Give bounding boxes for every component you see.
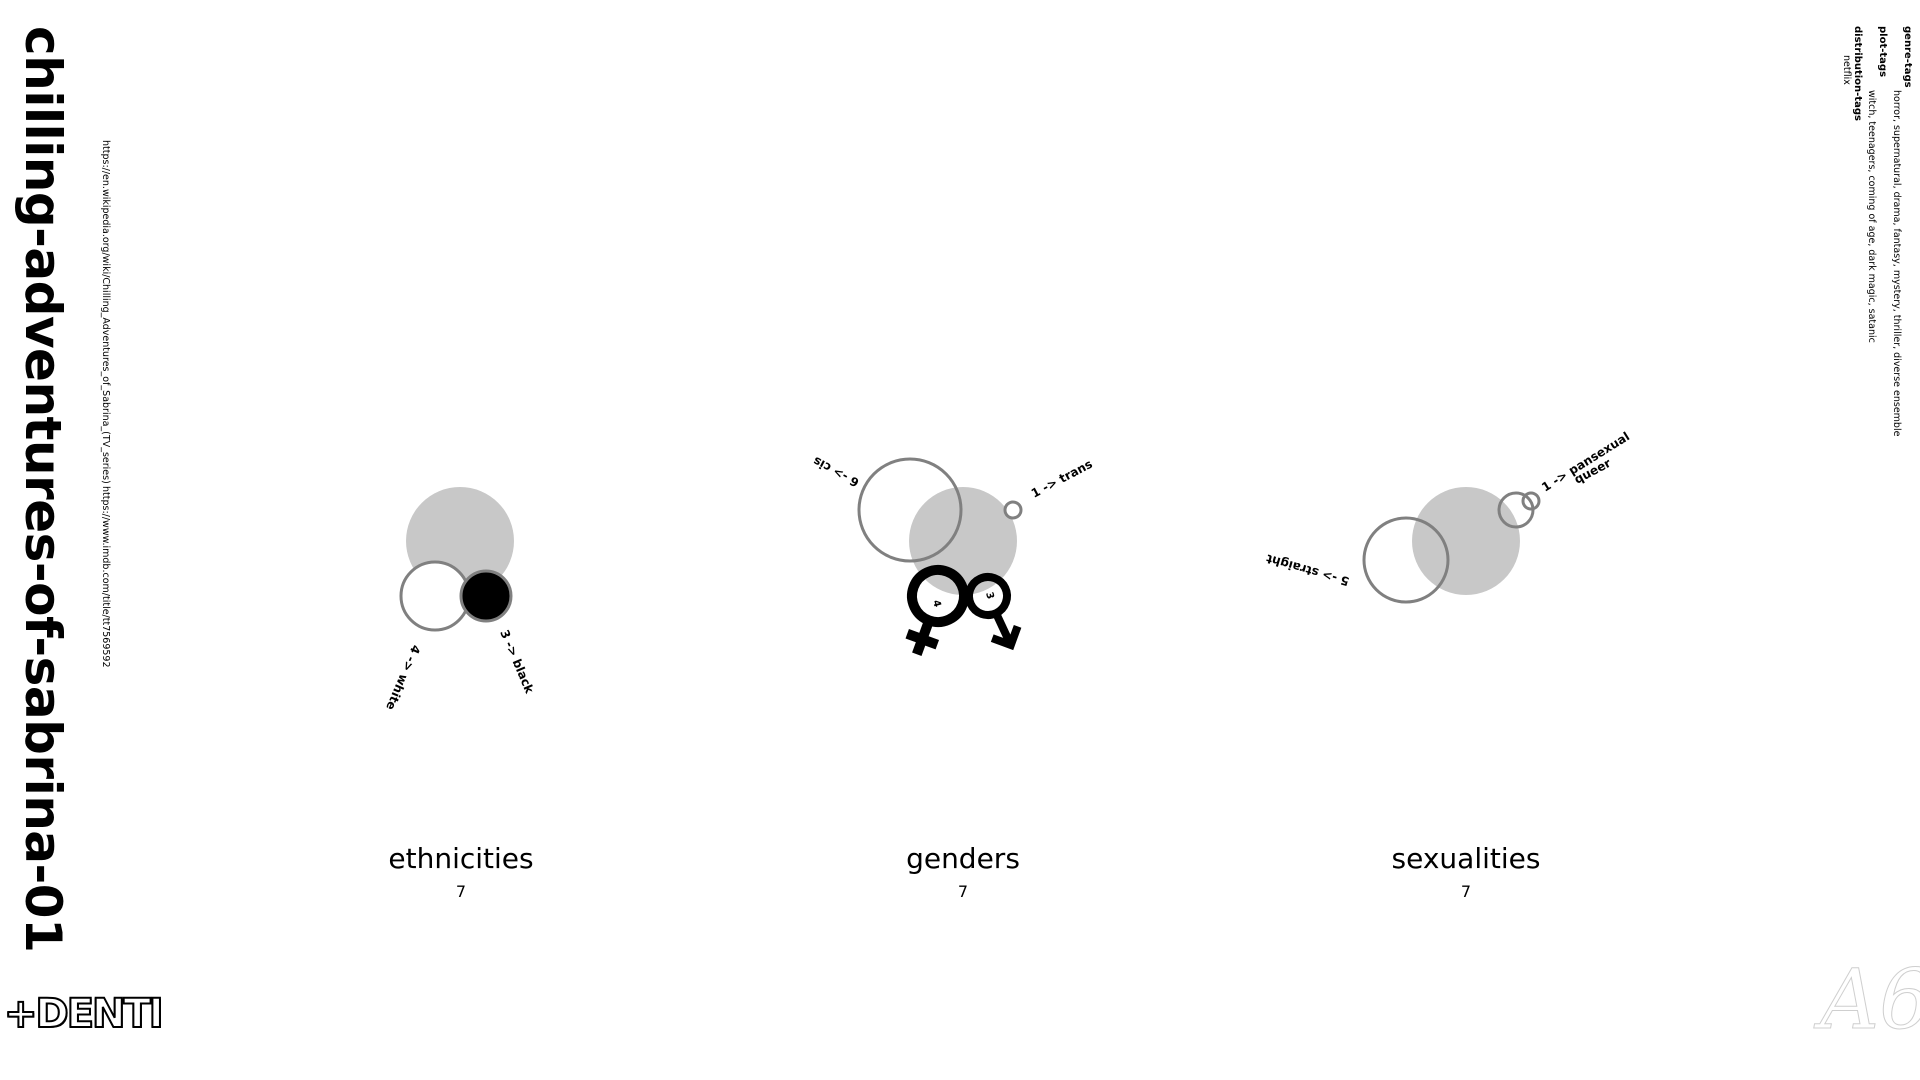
ethnicities-count: 7 <box>455 882 467 901</box>
wikipedia-link[interactable]: https://en.wikipedia.org/wiki/Chilling_A… <box>100 140 111 484</box>
sexualities-panel: sexualities 7 <box>1316 842 1616 901</box>
imdb-link[interactable]: https://www.imdb.com/title/tt7569592 <box>100 485 111 668</box>
page-title: chilling-adventures-of-sabrina-01 <box>14 26 72 953</box>
trans-circle <box>1003 500 1023 520</box>
genders-panel: genders 7 <box>813 842 1113 901</box>
distribution-tags-name: distribution-tags <box>1852 26 1863 121</box>
distribution-tags: distribution-tags netflix <box>1841 26 1863 121</box>
trans-label: 1 -> trans <box>1029 457 1095 501</box>
sexualities-label: sexualities <box>1391 842 1541 875</box>
white-label: 4 -> white <box>383 643 423 712</box>
plot-tags-values: witch, teenagers, coming of age, dark ma… <box>1866 90 1877 343</box>
sexualities-total-circle <box>1412 487 1520 595</box>
sexualities-diagram: 5 -> straight 1 -> pansexual queer <box>1264 429 1632 604</box>
black-circle <box>459 569 513 623</box>
source-links: https://en.wikipedia.org/wiki/Chilling_A… <box>97 140 113 667</box>
denti-logo: +DENTI <box>3 991 165 1037</box>
ethnicities-panel: ethnicities 7 <box>311 842 611 901</box>
white-circle <box>399 560 471 632</box>
genre-tags: genre-tags horror, supernatural, drama, … <box>1891 26 1913 436</box>
ethnicities-label: ethnicities <box>388 842 534 875</box>
genders-count: 7 <box>957 882 969 901</box>
distribution-tags-values: netflix <box>1841 55 1852 85</box>
queer-circle <box>1521 491 1541 511</box>
ethnicities-diagram: 4 -> white 3 -> black <box>383 487 537 712</box>
straight-label: 5 -> straight <box>1264 551 1350 588</box>
female-symbol <box>905 565 969 656</box>
male-count-label: 3 <box>983 591 995 601</box>
pansexual-label: 1 -> pansexual <box>1539 429 1632 494</box>
female-count-label: 4 <box>930 599 942 609</box>
genre-tags-values: horror, supernatural, drama, fantasy, my… <box>1891 90 1902 437</box>
male-symbol <box>965 573 1022 651</box>
straight-circle <box>1362 516 1450 604</box>
genders-label: genders <box>906 842 1020 875</box>
cis-circle <box>857 457 963 563</box>
sexualities-count: 7 <box>1460 882 1472 901</box>
plot-tags-name: plot-tags <box>1877 26 1888 78</box>
black-label: 3 -> black <box>497 628 537 697</box>
a6-logo: A6 <box>1819 953 1920 1048</box>
genre-tags-name: genre-tags <box>1902 26 1913 88</box>
genders-diagram: 4 3 6 -> cis 1 -> trans <box>811 454 1095 656</box>
cis-label: 6 -> cis <box>811 454 862 490</box>
plot-tags: plot-tags witch, teenagers, coming of ag… <box>1866 26 1888 343</box>
